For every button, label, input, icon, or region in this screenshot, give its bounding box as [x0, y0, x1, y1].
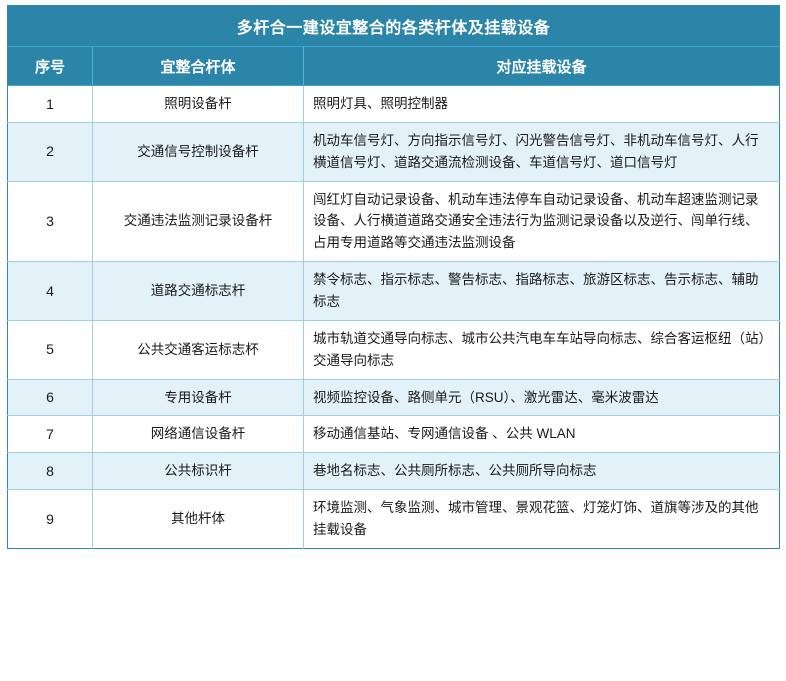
cell-pole: 公共标识杆	[92, 452, 304, 491]
cell-equipment: 环境监测、气象监测、城市管理、景观花篮、灯笼灯饰、道旗等涉及的其他挂载设备	[303, 489, 780, 549]
cell-equipment: 照明灯具、照明控制器	[303, 85, 780, 123]
pole-equipment-table-container: 多杆合一建设宜整合的各类杆体及挂载设备 序号 宜整合杆体 对应挂载设备 1 照明…	[7, 5, 780, 549]
cell-pole: 交通违法监测记录设备杆	[92, 181, 304, 263]
cell-index: 1	[7, 85, 93, 123]
cell-equipment: 城市轨道交通导向标志、城市公共汽电车车站导向标志、综合客运枢纽（站）交通导向标志	[303, 320, 780, 380]
cell-index: 9	[7, 489, 93, 549]
cell-pole: 道路交通标志杆	[92, 261, 304, 321]
cell-pole: 交通信号控制设备杆	[92, 122, 304, 182]
table-head: 多杆合一建设宜整合的各类杆体及挂载设备 序号 宜整合杆体 对应挂载设备	[7, 5, 780, 86]
cell-pole: 专用设备杆	[92, 379, 304, 417]
table-title-row: 多杆合一建设宜整合的各类杆体及挂载设备	[7, 5, 780, 47]
cell-index: 5	[7, 320, 93, 380]
cell-equipment: 移动通信基站、专网通信设备 、公共 WLAN	[303, 415, 780, 454]
pole-equipment-table: 多杆合一建设宜整合的各类杆体及挂载设备 序号 宜整合杆体 对应挂载设备 1 照明…	[7, 5, 780, 549]
cell-equipment: 闯红灯自动记录设备、机动车违法停车自动记录设备、机动车超速监测记录设备、人行横道…	[303, 181, 780, 263]
table-row: 8 公共标识杆 巷地名标志、公共厕所标志、公共厕所导向标志	[7, 452, 780, 491]
table-row: 6 专用设备杆 视频监控设备、路侧单元（RSU）、激光雷达、毫米波雷达	[7, 379, 780, 417]
column-header-equipment: 对应挂载设备	[303, 46, 780, 86]
cell-pole: 照明设备杆	[92, 85, 304, 123]
column-header-pole: 宜整合杆体	[92, 46, 304, 86]
cell-index: 7	[7, 415, 93, 454]
cell-pole: 其他杆体	[92, 489, 304, 549]
table-row: 1 照明设备杆 照明灯具、照明控制器	[7, 85, 780, 123]
cell-equipment: 巷地名标志、公共厕所标志、公共厕所导向标志	[303, 452, 780, 491]
table-row: 7 网络通信设备杆 移动通信基站、专网通信设备 、公共 WLAN	[7, 415, 780, 454]
table-column-header-row: 序号 宜整合杆体 对应挂载设备	[7, 46, 780, 86]
table-row: 4 道路交通标志杆 禁令标志、指示标志、警告标志、指路标志、旅游区标志、告示标志…	[7, 261, 780, 321]
cell-index: 2	[7, 122, 93, 182]
cell-index: 3	[7, 181, 93, 263]
cell-index: 8	[7, 452, 93, 491]
cell-equipment: 禁令标志、指示标志、警告标志、指路标志、旅游区标志、告示标志、辅助标志	[303, 261, 780, 321]
table-row: 9 其他杆体 环境监测、气象监测、城市管理、景观花篮、灯笼灯饰、道旗等涉及的其他…	[7, 489, 780, 549]
cell-equipment: 机动车信号灯、方向指示信号灯、闪光警告信号灯、非机动车信号灯、人行横道信号灯、道…	[303, 122, 780, 182]
cell-equipment: 视频监控设备、路侧单元（RSU）、激光雷达、毫米波雷达	[303, 379, 780, 417]
table-row: 3 交通违法监测记录设备杆 闯红灯自动记录设备、机动车违法停车自动记录设备、机动…	[7, 181, 780, 263]
cell-pole: 公共交通客运标志杯	[92, 320, 304, 380]
column-header-index: 序号	[7, 46, 93, 86]
table-body: 1 照明设备杆 照明灯具、照明控制器 2 交通信号控制设备杆 机动车信号灯、方向…	[7, 85, 780, 549]
cell-index: 4	[7, 261, 93, 321]
cell-index: 6	[7, 379, 93, 417]
cell-pole: 网络通信设备杆	[92, 415, 304, 454]
table-row: 5 公共交通客运标志杯 城市轨道交通导向标志、城市公共汽电车车站导向标志、综合客…	[7, 320, 780, 380]
table-row: 2 交通信号控制设备杆 机动车信号灯、方向指示信号灯、闪光警告信号灯、非机动车信…	[7, 122, 780, 182]
table-title: 多杆合一建设宜整合的各类杆体及挂载设备	[7, 5, 780, 47]
